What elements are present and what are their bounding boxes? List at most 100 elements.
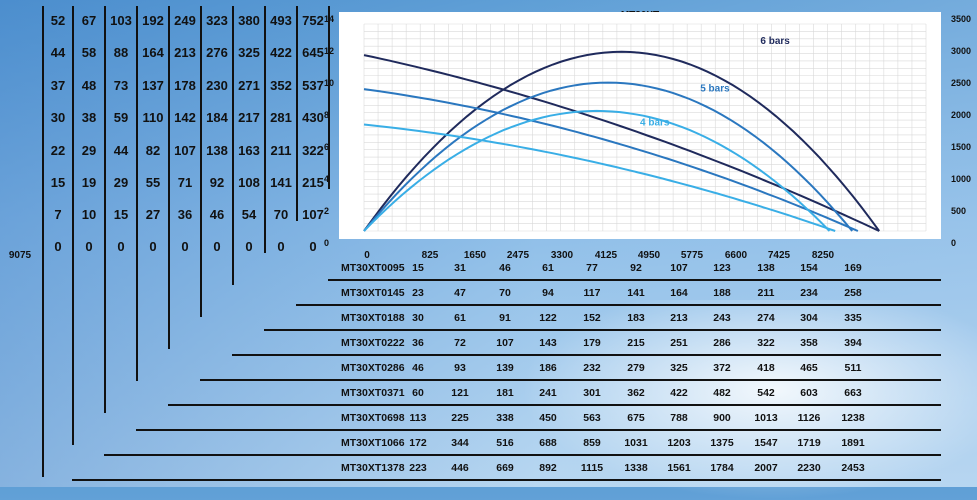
table-cell: 0 — [277, 239, 285, 254]
table-cell: 72 — [454, 337, 466, 349]
table-row-underline — [104, 454, 941, 456]
table-cell: 181 — [496, 387, 514, 399]
table-cell: 358 — [800, 337, 818, 349]
table-row-underline — [200, 379, 941, 381]
table-leader-vline — [168, 6, 170, 349]
table-cell: 465 — [800, 362, 818, 374]
table-cell: 211 — [270, 143, 292, 158]
background-glow — [520, 300, 977, 500]
y2-tick-label: 500 — [951, 206, 967, 216]
table-cell: 0 — [117, 239, 125, 254]
y-tick-label: 4 — [324, 174, 330, 184]
table-cell: 325 — [238, 45, 260, 60]
table-cell: 183 — [627, 312, 645, 324]
table-cell: 322 — [302, 143, 324, 158]
table-cell: 169 — [844, 262, 862, 274]
table-cell: 172 — [409, 437, 427, 449]
series-pressure-line — [363, 88, 859, 232]
table-row-name: MT30XT1066 — [341, 437, 405, 449]
table-cell: 178 — [174, 78, 196, 93]
table-cell: 279 — [627, 362, 645, 374]
table-leader-vline — [296, 6, 298, 221]
table-cell: 107 — [496, 337, 514, 349]
table-cell: 563 — [583, 412, 601, 424]
table-cell: 1891 — [841, 437, 865, 449]
table-cell: 225 — [451, 412, 469, 424]
table-cell: 108 — [238, 175, 260, 190]
table-cell: 859 — [583, 437, 601, 449]
table-cell: 23 — [412, 287, 424, 299]
table-cell: 61 — [454, 312, 466, 324]
table-cell: 669 — [496, 462, 514, 474]
table-cell: 36 — [412, 337, 424, 349]
table-cell: 142 — [174, 110, 196, 125]
y2-tick-label: 1000 — [951, 174, 972, 184]
table-cell: 281 — [270, 110, 292, 125]
table-cell: 46 — [499, 262, 511, 274]
table-cell: 752 — [302, 13, 324, 28]
table-cell: 46 — [209, 207, 225, 222]
table-cell: 141 — [270, 175, 292, 190]
x-tick-label: 4125 — [594, 250, 618, 261]
table-row-name: MT30XT0188 — [341, 312, 405, 324]
table-cell: 48 — [81, 78, 97, 93]
table-cell: 29 — [81, 143, 97, 158]
table-cell: 179 — [583, 337, 601, 349]
y2-tick-label: 2000 — [951, 110, 972, 120]
table-cell: 304 — [800, 312, 818, 324]
table-cell: 422 — [670, 387, 688, 399]
y2-tick-label: 3000 — [951, 46, 972, 56]
table-cell: 138 — [206, 143, 228, 158]
table-cell: 493 — [270, 13, 292, 28]
table-cell: 44 — [113, 143, 129, 158]
y-tick-label: 14 — [324, 14, 335, 24]
table-cell: 234 — [800, 287, 818, 299]
table-cell: 107 — [670, 262, 688, 274]
table-cell: 215 — [627, 337, 645, 349]
table-row-underline — [264, 329, 941, 331]
table-cell: 1126 — [797, 412, 821, 424]
table-cell: 1031 — [624, 437, 648, 449]
table-cell: 1547 — [754, 437, 778, 449]
x-tick-label: 0 — [364, 250, 370, 261]
series-pressure-line — [363, 123, 836, 232]
table-cell: 1784 — [710, 462, 734, 474]
table-cell: 450 — [539, 412, 557, 424]
table-cell: 603 — [800, 387, 818, 399]
table-cell: 54 — [241, 207, 257, 222]
table-cell: 7 — [54, 207, 62, 222]
x-tick-label: 4950 — [637, 250, 661, 261]
table-cell: 15 — [113, 207, 129, 222]
y-tick-label: 6 — [324, 142, 330, 152]
table-cell: 121 — [451, 387, 469, 399]
table-cell: 213 — [174, 45, 196, 60]
table-cell: 138 — [757, 262, 775, 274]
table-cell: 55 — [145, 175, 161, 190]
table-cell: 47 — [454, 287, 466, 299]
table-cell: 422 — [270, 45, 292, 60]
table-cell: 482 — [713, 387, 731, 399]
table-cell: 30 — [412, 312, 424, 324]
table-cell: 243 — [713, 312, 731, 324]
y2-tick-label: 2500 — [951, 78, 972, 88]
table-cell: 70 — [499, 287, 511, 299]
y-tick-label: 2 — [324, 206, 330, 216]
table-cell: 152 — [583, 312, 601, 324]
table-cell: 110 — [142, 110, 164, 125]
series-label: 5 bars — [700, 83, 730, 94]
table-cell: 211 — [757, 287, 775, 299]
table-cell: 1238 — [841, 412, 865, 424]
series-label: 6 bars — [760, 36, 790, 47]
table-cell: 58 — [81, 45, 97, 60]
table-cell: 88 — [113, 45, 129, 60]
table-cell: 301 — [583, 387, 601, 399]
table-cell: 71 — [177, 175, 193, 190]
table-cell: 362 — [627, 387, 645, 399]
table-cell: 215 — [302, 175, 324, 190]
table-cell: 22 — [50, 143, 66, 158]
table-cell: 325 — [670, 362, 688, 374]
x-tick-label: 1650 — [463, 250, 487, 261]
y-tick-label: 10 — [324, 78, 335, 88]
table-row-underline — [168, 404, 941, 406]
table-cell: 0 — [149, 239, 157, 254]
